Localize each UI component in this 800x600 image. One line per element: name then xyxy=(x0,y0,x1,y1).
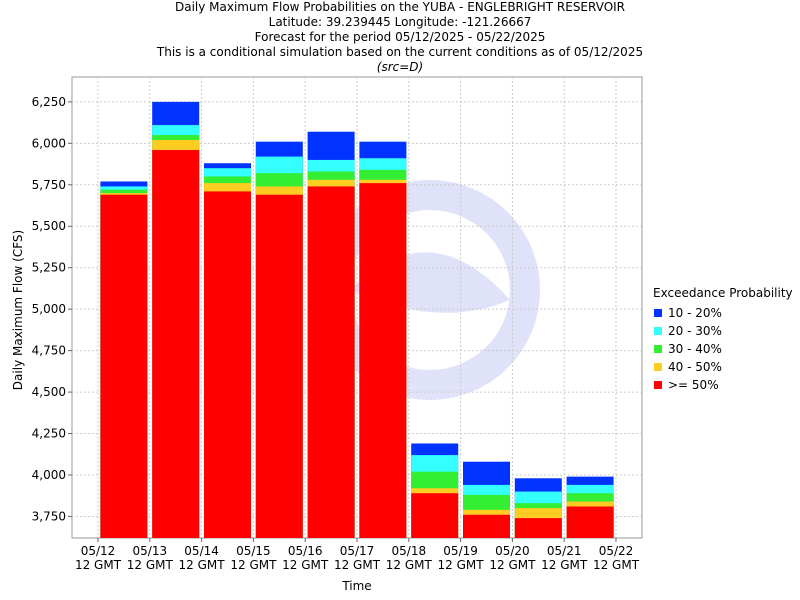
legend: Exceedance Probability 10 - 20% 20 - 30% 3… xyxy=(653,284,793,394)
y-tick-label: 5,500 xyxy=(32,219,66,233)
legend-swatch xyxy=(654,381,662,389)
y-tick-label: 4,000 xyxy=(32,468,66,482)
bar-segment-p50 xyxy=(566,506,614,538)
x-tick-time: 12 GMT xyxy=(334,558,381,572)
bar-segment-p50 xyxy=(255,194,303,538)
axes: 3,750 4,000 4,250 4,500 4,750 5,000 5,250 5,500… xyxy=(32,95,640,572)
bar-segment-p50 xyxy=(359,183,407,538)
y-tick-label: 3,750 xyxy=(32,509,66,523)
grid-lines xyxy=(71,76,643,539)
y-tick-label: 5,000 xyxy=(32,302,66,316)
period-subtitle: Forecast for the period 05/12/2025 - 05/… xyxy=(254,30,546,44)
x-tick-time: 12 GMT xyxy=(179,558,226,572)
x-tick-date: 05/17 xyxy=(340,544,375,558)
bar-segment-p50 xyxy=(463,514,510,538)
y-tick-label: 6,000 xyxy=(32,136,66,150)
x-tick-time: 12 GMT xyxy=(386,558,433,572)
x-tick-time: 12 GMT xyxy=(541,558,588,572)
bar-segment-p50 xyxy=(307,186,355,538)
legend-item: >= 50% xyxy=(653,376,793,394)
x-tick-time: 12 GMT xyxy=(127,558,174,572)
bar-segment-p50 xyxy=(204,191,251,538)
legend-swatch xyxy=(654,345,662,353)
x-tick-date: 05/19 xyxy=(443,544,478,558)
x-tick-date: 05/15 xyxy=(236,544,271,558)
x-tick-date: 05/20 xyxy=(495,544,530,558)
legend-item: 40 - 50% xyxy=(653,358,793,376)
chart-title: Daily Maximum Flow Probabilities on the … xyxy=(174,0,626,14)
legend-item: 20 - 30% xyxy=(653,322,793,340)
y-tick-label: 4,500 xyxy=(32,385,66,399)
legend-item: 30 - 40% xyxy=(653,340,793,358)
x-tick-time: 12 GMT xyxy=(489,558,536,572)
bar-segment-p50 xyxy=(100,194,148,538)
bar-segment-p50 xyxy=(411,493,459,538)
x-tick-date: 05/16 xyxy=(288,544,323,558)
x-tick-time: 12 GMT xyxy=(438,558,485,572)
x-tick-date: 05/21 xyxy=(547,544,582,558)
legend-swatch xyxy=(654,327,662,335)
y-tick-label: 4,250 xyxy=(32,427,66,441)
x-tick-time: 12 GMT xyxy=(593,558,640,572)
conditions-subtitle: This is a conditional simulation based o… xyxy=(156,45,644,59)
location-subtitle: Latitude: 39.239445 Longitude: -121.2666… xyxy=(268,15,532,29)
legend-swatch xyxy=(654,309,662,317)
legend-label: >= 50% xyxy=(668,378,719,392)
bar-segment-p50 xyxy=(514,518,562,538)
legend-title: Exceedance Probability xyxy=(653,286,793,300)
y-axis-label: Daily Maximum Flow (CFS) xyxy=(11,230,25,390)
x-tick-date: 05/22 xyxy=(599,544,634,558)
x-axis-label: Time xyxy=(341,579,371,593)
legend-label: 30 - 40% xyxy=(668,342,722,356)
legend-item: 10 - 20% xyxy=(653,304,793,322)
x-tick-date: 05/18 xyxy=(392,544,427,558)
title-block: Daily Maximum Flow Probabilities on the … xyxy=(0,0,800,75)
x-tick-time: 12 GMT xyxy=(230,558,277,572)
legend-label: 20 - 30% xyxy=(668,324,722,338)
bar-segment-p50 xyxy=(152,149,200,538)
source-subtitle: (src=D) xyxy=(376,60,424,74)
y-tick-label: 4,750 xyxy=(32,344,66,358)
legend-label: 10 - 20% xyxy=(668,306,722,320)
x-tick-time: 12 GMT xyxy=(75,558,122,572)
x-tick-date: 05/12 xyxy=(81,544,116,558)
y-tick-label: 5,250 xyxy=(32,261,66,275)
x-tick-time: 12 GMT xyxy=(282,558,329,572)
bar-layer xyxy=(100,101,614,539)
y-tick-label: 5,750 xyxy=(32,178,66,192)
y-tick-label: 6,250 xyxy=(32,95,66,109)
legend-swatch xyxy=(654,363,662,371)
x-tick-date: 05/14 xyxy=(184,544,219,558)
legend-label: 40 - 50% xyxy=(668,360,722,374)
x-tick-date: 05/13 xyxy=(133,544,168,558)
